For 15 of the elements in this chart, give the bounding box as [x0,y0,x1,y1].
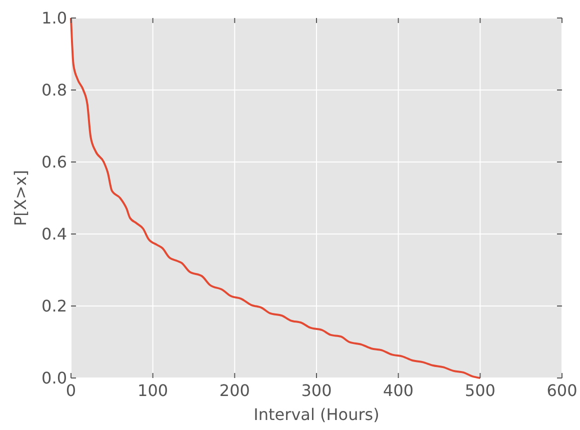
y-tick-label: 0.8 [42,80,67,100]
x-tick-label: 600 [546,381,578,400]
x-tick-label: 500 [464,381,496,400]
x-tick-label: 300 [301,381,332,400]
y-axis-title: P[X>x] [11,170,30,226]
y-tick-label: 0.4 [42,224,67,244]
x-tick-label: 200 [219,381,250,400]
x-tick-label: 100 [138,381,168,400]
y-tick-label: 1.0 [42,8,67,28]
x-tick-label: 0 [66,381,76,400]
x-tick-label: 400 [383,381,414,400]
y-tick-label: 0.2 [42,296,67,316]
y-tick-label: 0.6 [42,152,67,172]
x-axis-title: Interval (Hours) [254,405,380,424]
y-tick-label: 0.0 [42,368,67,388]
